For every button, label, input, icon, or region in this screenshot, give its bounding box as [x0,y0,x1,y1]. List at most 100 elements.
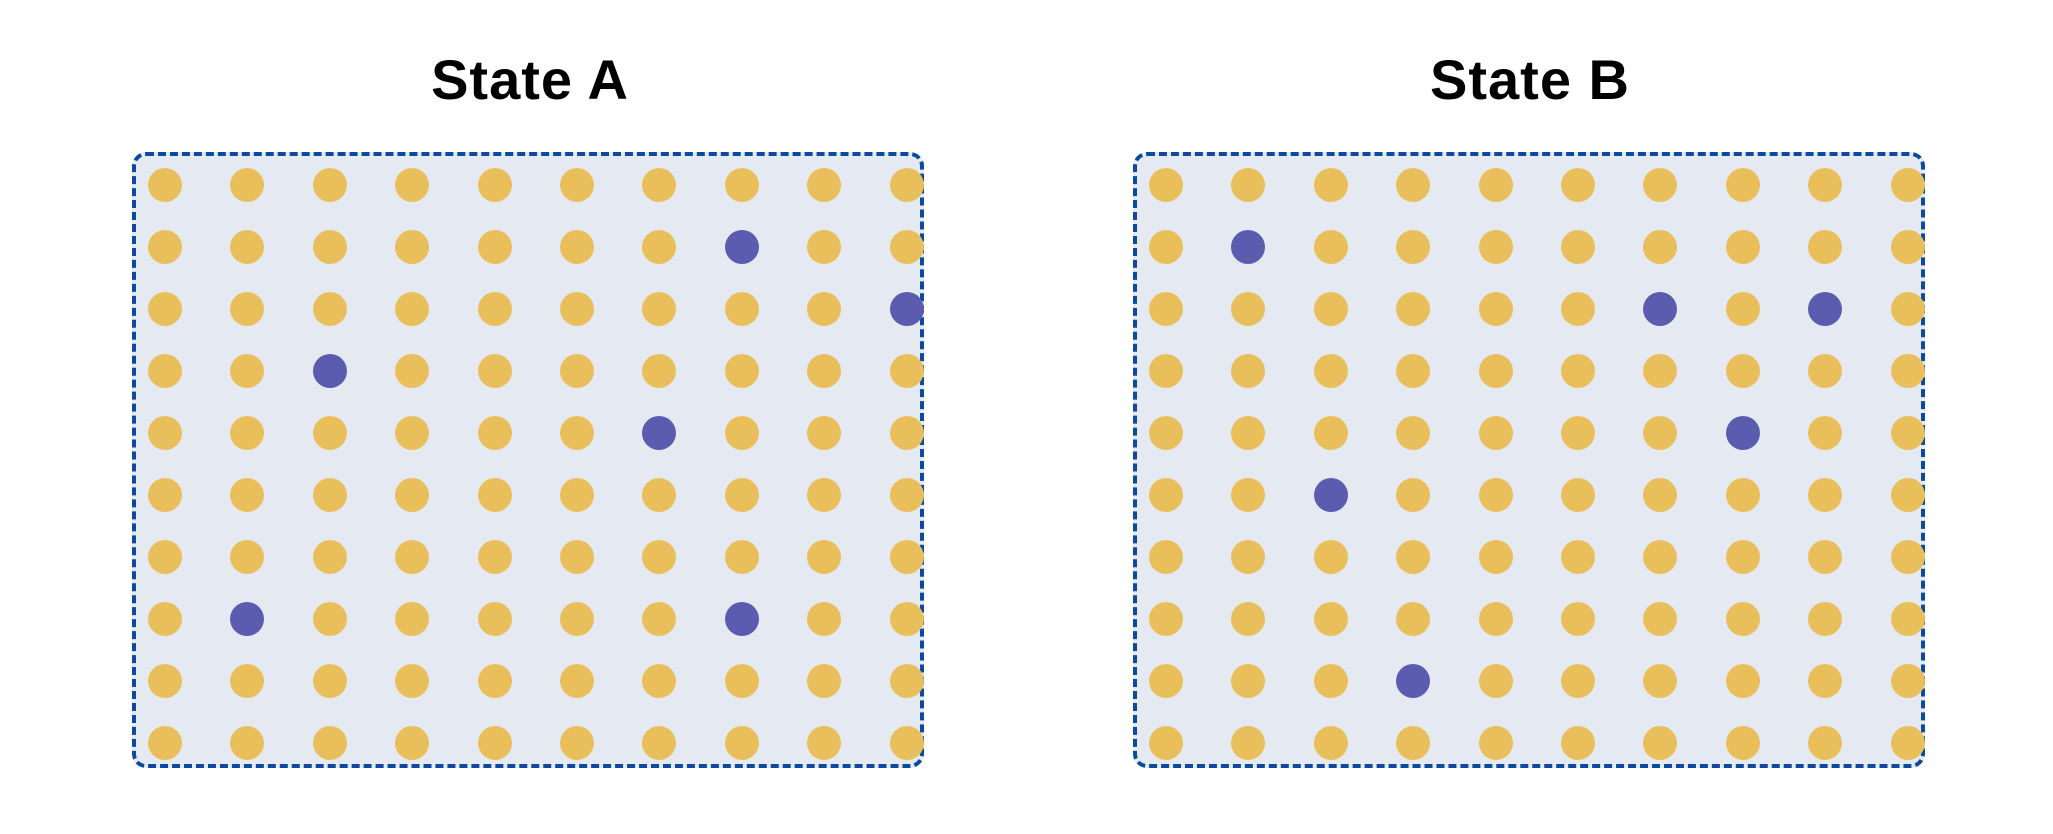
dot [312,726,347,760]
dot [230,292,265,326]
dot [1149,354,1183,388]
dot [1231,664,1266,698]
dot [642,726,677,760]
dot [1890,168,1925,202]
dot [1396,602,1431,636]
dot [1231,354,1266,388]
dot [477,168,512,202]
dot [1643,478,1678,512]
dot [1313,726,1348,760]
dot [1478,354,1513,388]
dot [148,602,182,636]
highlighted-dot [312,354,347,388]
highlighted-dot [889,292,924,326]
dot [1313,168,1348,202]
dot [477,292,512,326]
dot [1396,168,1431,202]
dot [1808,602,1843,636]
dot [1396,292,1431,326]
dot [148,478,182,512]
dot [1808,478,1843,512]
dot [312,478,347,512]
dot [477,230,512,264]
dot [1725,292,1760,326]
dot [642,602,677,636]
dot [312,540,347,574]
dot [1725,664,1760,698]
dot [642,664,677,698]
dot [807,478,842,512]
dot [1725,168,1760,202]
dot [148,664,182,698]
dot [1725,354,1760,388]
dot [148,416,182,450]
dot [312,230,347,264]
dot [1890,416,1925,450]
dot [1725,726,1760,760]
state-b-title: State B [1430,48,1630,111]
dot [1231,292,1266,326]
dot [230,168,265,202]
dot [477,664,512,698]
dot [807,168,842,202]
dot [395,726,430,760]
dot [477,602,512,636]
dot [1313,540,1348,574]
dot [724,664,759,698]
dot [1478,416,1513,450]
dot [1643,168,1678,202]
dot [1725,602,1760,636]
dot [1808,540,1843,574]
dot [724,168,759,202]
dot [395,602,430,636]
highlighted-dot [724,230,759,264]
state-a-grid [132,152,924,768]
dot [1231,540,1266,574]
dot [1313,292,1348,326]
dot [1313,416,1348,450]
dot [395,416,430,450]
dot [1149,230,1183,264]
dot [1478,230,1513,264]
dot [724,354,759,388]
dot [1561,168,1595,202]
dot [477,478,512,512]
dot [1149,726,1183,760]
dot [889,416,924,450]
dot [642,478,677,512]
dot [560,664,594,698]
dot [1396,416,1431,450]
dot [1313,230,1348,264]
dot [1561,664,1595,698]
dot [889,540,924,574]
dot [1890,354,1925,388]
dot [807,416,842,450]
dot [1808,230,1843,264]
dot [230,664,265,698]
dot [560,726,594,760]
dot [1478,664,1513,698]
dot [1231,726,1266,760]
dot [1231,416,1266,450]
dot [724,416,759,450]
dot [1808,168,1843,202]
dot [560,354,594,388]
dot [1396,726,1431,760]
dot [148,292,182,326]
dot [395,168,430,202]
dot [1561,354,1595,388]
dot [1231,602,1266,636]
dot [560,230,594,264]
dot [889,664,924,698]
dot [1643,416,1678,450]
dot [1808,354,1843,388]
dot [1313,602,1348,636]
dot [1808,416,1843,450]
dot [1890,478,1925,512]
dot [807,540,842,574]
dot [148,726,182,760]
dot [1478,540,1513,574]
dot [1890,726,1925,760]
highlighted-dot [1808,292,1843,326]
dot [395,292,430,326]
